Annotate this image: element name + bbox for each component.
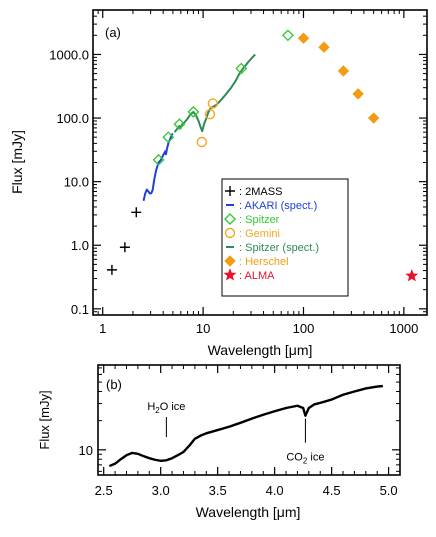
panel-b-frame [97, 364, 401, 476]
x-tick-label: 2.5 [95, 483, 113, 498]
herschel-point [297, 32, 310, 44]
legend-label-spitzer: : Spitzer [239, 214, 280, 226]
x-tick-label: 100 [293, 321, 315, 336]
co2-ice-label: CO2 ice [286, 452, 324, 466]
herschel-point [318, 41, 330, 53]
x-tick-label: 4.0 [266, 483, 284, 498]
2mass-point [106, 264, 117, 275]
spitzer-point [281, 29, 294, 42]
legend-label-2mass: : 2MASS [239, 186, 282, 198]
spitzer-point [152, 153, 165, 166]
y-tick-label: 1000.0 [49, 47, 89, 62]
y-tick-label: 10.0 [64, 175, 89, 190]
x-tick-label: 4.5 [323, 483, 341, 498]
legend-swatch-gemini [224, 227, 236, 239]
y-tick-label: 100.0 [56, 111, 89, 126]
spitzer-spect-line [173, 53, 256, 133]
panel-b-ylabel: Flux [mJy] [37, 390, 52, 449]
spitzer-point [173, 118, 186, 131]
legend: : 2MASS : AKARI (spect.) : Spitzer : Gemini… [221, 178, 349, 297]
panel-b-plot: 2.5 3.0 3.5 4.0 4.5 5.0 10 (b) Wavelength [μm]… [37, 364, 401, 520]
x-tick-label: 10 [196, 321, 210, 336]
x-tick-label: 1000 [389, 321, 418, 336]
legend-box [221, 178, 349, 297]
panel-a-ylabel: Flux [mJy] [9, 130, 25, 194]
2mass-point [131, 207, 142, 218]
panel-a-plot: 1 10 100 1000 0.1 1.0 10.0 100.0 1000.0 (a) Wave… [9, 9, 428, 358]
spitzer-point [187, 105, 200, 118]
akari-spect-line [142, 132, 174, 202]
legend-label-gemini: : Gemini [239, 228, 280, 240]
spitzer-point [162, 131, 175, 144]
x-tick-label: 1 [99, 321, 106, 336]
herschel-point [337, 65, 350, 77]
y-tick-label: 10 [79, 443, 93, 458]
herschel-point [367, 112, 380, 124]
2mass-point [119, 242, 130, 253]
gemini-point [204, 108, 216, 120]
panel-a-ticks: 1 10 100 1000 0.1 1.0 10.0 100.0 1000.0 [49, 10, 427, 336]
panel-a-label: (a) [105, 25, 121, 40]
alma-point [405, 269, 419, 282]
legend-label-alma: : ALMA [239, 270, 275, 282]
panel-b-label: (b) [106, 377, 122, 392]
herschel-point [352, 88, 364, 100]
gemini-point [207, 98, 219, 109]
x-tick-label: 3.0 [152, 483, 170, 498]
y-tick-label: 0.1 [71, 302, 89, 317]
panel-b-annotations: H2O ice CO2 ice [147, 401, 324, 466]
legend-label-herschel: : Herschel [239, 256, 289, 268]
panel-b-ticks: 2.5 3.0 3.5 4.0 4.5 5.0 10 [79, 365, 400, 498]
legend-label-spitzer-spect: : Spitzer (spect.) [239, 242, 319, 254]
legend-label-akari-spect: : AKARI (spect.) [239, 200, 317, 212]
legend-swatch-alma [223, 268, 237, 281]
h2o-ice-label: H2O ice [147, 401, 185, 415]
x-tick-label: 5.0 [380, 483, 398, 498]
y-tick-label: 1.0 [71, 238, 89, 253]
gemini-point [196, 136, 207, 148]
panel-a-xlabel: Wavelength [μm] [208, 342, 313, 358]
spectrum-line [108, 384, 384, 468]
spitzer-point [235, 62, 248, 75]
panel-a-series [106, 29, 419, 282]
panel-b-xlabel: Wavelength [μm] [196, 504, 301, 520]
legend-swatch-spitzer [224, 213, 236, 225]
x-tick-label: 3.5 [209, 483, 227, 498]
legend-swatch-herschel [224, 255, 236, 267]
panel-b-series [108, 384, 384, 468]
legend-swatch-2mass [225, 186, 235, 196]
